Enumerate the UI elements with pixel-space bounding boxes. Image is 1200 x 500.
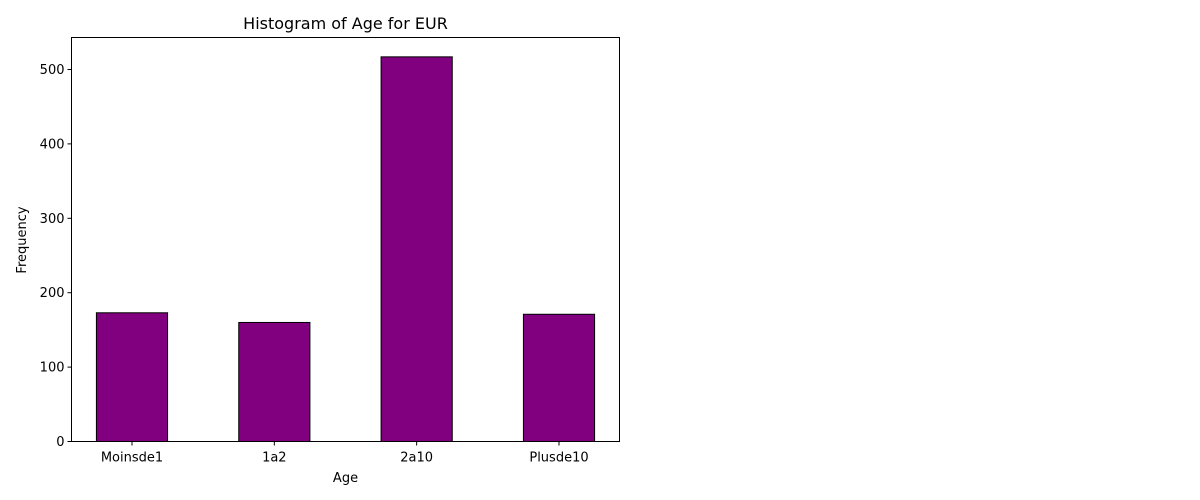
y-tick-label: 100 xyxy=(40,361,65,376)
y-tick-label: 400 xyxy=(40,137,65,152)
bars-layer xyxy=(95,56,596,443)
y-axis-label: Frequency xyxy=(15,206,30,273)
x-tick-label: 2a10 xyxy=(400,451,433,466)
plot-frame xyxy=(71,37,620,442)
chart-title: Histogram of Age for EUR xyxy=(243,14,448,33)
x-tick-label: 1a2 xyxy=(262,451,287,466)
y-tick-label: 0 xyxy=(56,435,64,450)
x-tick-label: Plusde10 xyxy=(529,451,588,466)
x-axis: Moinsde1 1a2 2a10 Plusde10 xyxy=(101,441,589,466)
bar-2a10 xyxy=(380,56,453,442)
x-tick-label: Moinsde1 xyxy=(101,451,163,466)
bar-moinsde1 xyxy=(95,312,169,443)
bar-plusde10 xyxy=(522,313,596,442)
y-tick-label: 200 xyxy=(40,286,65,301)
y-tick-label: 300 xyxy=(40,212,65,227)
y-axis: 0 100 200 300 400 500 xyxy=(40,63,72,450)
bar-1a2 xyxy=(238,321,311,442)
y-tick-label: 500 xyxy=(40,63,65,78)
x-axis-label: Age xyxy=(333,471,358,486)
